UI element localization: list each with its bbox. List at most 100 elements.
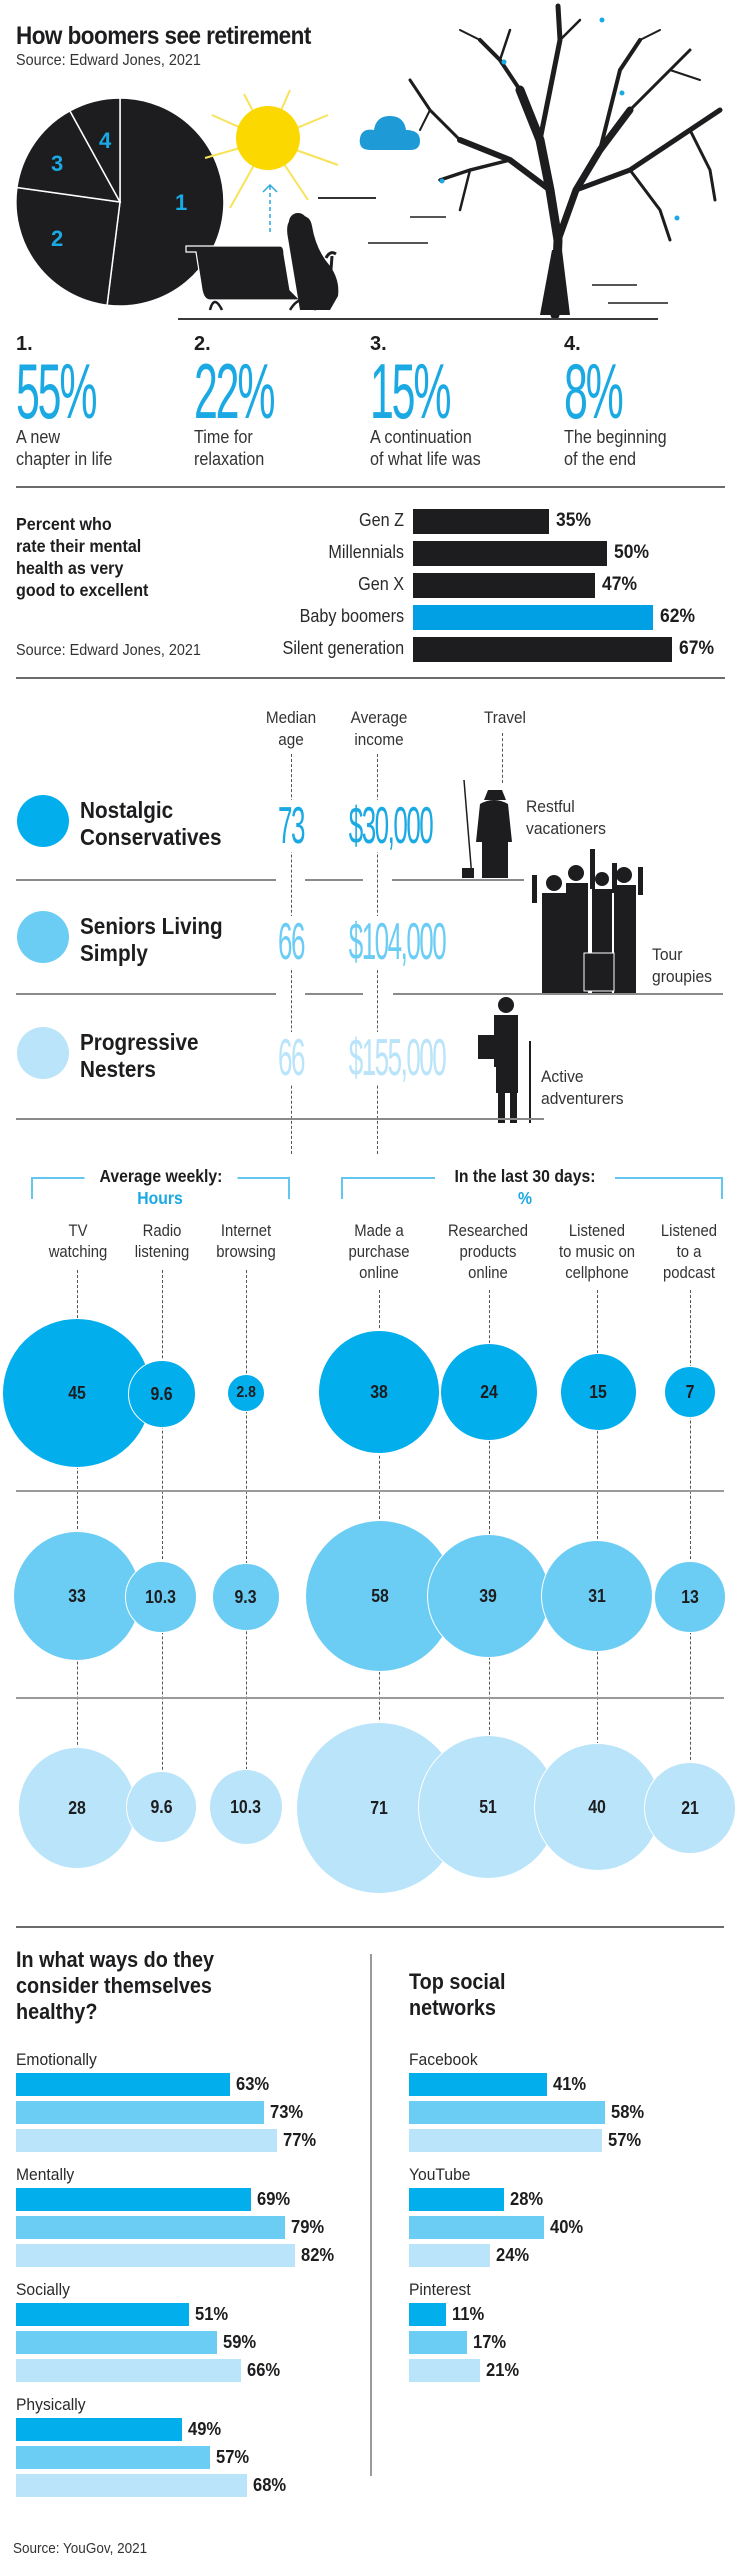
travel-line: Active	[541, 1067, 584, 1086]
stat-caption-line2: of the end	[564, 449, 637, 469]
name-line: Conservatives	[80, 824, 222, 850]
col-line: to music on	[559, 1243, 635, 1261]
bar-label: Baby boomers	[299, 606, 404, 626]
stat-caption-line2: relaxation	[194, 449, 265, 469]
bracket-side	[288, 1177, 290, 1199]
segment-name-nostalgic-conservatives: Nostalgic Conservatives	[80, 797, 222, 851]
section-divider	[16, 1926, 724, 1928]
bubble-value: 9.3	[234, 1586, 258, 1607]
bar	[16, 2359, 241, 2382]
travel-line: adventurers	[541, 1089, 624, 1108]
column-radio-listening: Radio listening	[117, 1221, 207, 1263]
pie-slice-1	[106, 97, 225, 307]
col-line: products	[459, 1243, 517, 1261]
last30-title: In the last 30 days:	[435, 1166, 615, 1187]
header-line: Average	[350, 708, 408, 727]
bubble: 24	[440, 1343, 538, 1441]
segment-name-seniors-living-simply: Seniors Living Simply	[80, 913, 223, 967]
bubble-value: 39	[479, 1585, 498, 1606]
bar	[409, 2244, 490, 2267]
bar-value: 47%	[602, 574, 637, 595]
bar	[409, 2216, 544, 2239]
bubble-value: 24	[480, 1381, 498, 1402]
col-line: Radio	[142, 1222, 182, 1240]
stat-index: 3.	[370, 333, 387, 355]
bar	[16, 2188, 251, 2211]
ground-line	[178, 318, 658, 320]
stat-caption-line1: Time for	[194, 427, 253, 447]
bubble-value: 33	[68, 1585, 86, 1606]
pie-slice-2	[15, 186, 121, 307]
col-line: TV	[68, 1222, 88, 1240]
segment-travel: Tour groupies	[652, 944, 712, 988]
bubble: 9.6	[126, 1771, 197, 1843]
travel-line: Tour	[652, 945, 683, 964]
bubble-value: 21	[681, 1797, 699, 1818]
up-arrow-icon	[262, 183, 278, 235]
travel-line: Restful	[526, 797, 575, 816]
header-line: Median	[265, 708, 317, 727]
retirement-pie-chart	[15, 97, 225, 307]
bubble: 40	[534, 1743, 661, 1871]
bar-value: 40%	[550, 2217, 584, 2237]
bubble-value: 9.6	[150, 1383, 174, 1404]
bar	[16, 2129, 277, 2152]
guide-col	[690, 1290, 691, 1800]
retirement-source: Source: Edward Jones, 2021	[16, 52, 201, 69]
bubble-value: 28	[68, 1797, 86, 1818]
group-label-pinterest: Pinterest	[409, 2280, 471, 2299]
bar-value: 66%	[247, 2360, 281, 2380]
stat-value: 8%	[564, 347, 624, 435]
name-line: Progressive	[80, 1029, 199, 1055]
pie-label-3: 3	[51, 151, 64, 176]
bar	[16, 2303, 189, 2326]
guide-col	[162, 1270, 163, 1830]
bubble-value: 58	[371, 1585, 389, 1606]
bar	[413, 573, 595, 598]
wind-line	[608, 302, 668, 304]
bar-value: 35%	[556, 510, 591, 531]
segment-age: 73	[275, 800, 307, 852]
stat-index: 1.	[16, 333, 33, 355]
segment-age: 66	[275, 916, 307, 968]
bar-highlighted	[413, 605, 653, 630]
bar-value: 68%	[253, 2475, 287, 2495]
bar	[409, 2303, 446, 2326]
segment-income: $155,000	[348, 1029, 447, 1087]
group-label-mentally: Mentally	[16, 2165, 75, 2184]
mental-health-title: Percent who rate their mental health as …	[16, 513, 200, 601]
bar	[413, 509, 549, 534]
bar-value: 21%	[486, 2360, 520, 2380]
travel-line: groupies	[652, 967, 713, 986]
stat-caption-line1: A new	[16, 427, 61, 447]
title-line: Percent who	[16, 514, 112, 534]
title-line: In what ways do they	[16, 1947, 215, 1972]
title-line: good to excellent	[16, 580, 149, 600]
stat-caption-line2: chapter in life	[16, 449, 113, 469]
col-line: watching	[48, 1243, 108, 1261]
bar-value: 63%	[236, 2074, 270, 2094]
sun-icon	[204, 89, 339, 209]
stat-caption-line1: The beginning	[564, 427, 667, 447]
row-divider	[16, 1118, 544, 1120]
bar	[16, 2474, 247, 2497]
row-divider	[16, 879, 276, 881]
retirement-stat-1: 1. 55% A new chapter in life	[16, 333, 206, 470]
bubble: 9.3	[212, 1563, 280, 1631]
bubble: 45	[2, 1318, 152, 1468]
bubble: 28	[18, 1747, 136, 1869]
guide-col	[77, 1270, 78, 1790]
bar-value: 67%	[679, 638, 714, 659]
row-divider	[392, 879, 524, 881]
wind-line	[410, 216, 446, 218]
weekly-title: Average weekly:	[84, 1166, 238, 1187]
retirement-stat-4: 4. 8% The beginning of the end	[564, 333, 737, 470]
bar	[413, 637, 672, 662]
wind-line	[368, 242, 428, 244]
col-line: cellphone	[565, 1264, 629, 1282]
col-line: to a	[676, 1243, 702, 1261]
segment-age: 66	[275, 1032, 307, 1084]
bar	[16, 2331, 217, 2354]
bar-value: 17%	[473, 2332, 507, 2352]
mental-health-source: Source: Edward Jones, 2021	[16, 642, 201, 659]
